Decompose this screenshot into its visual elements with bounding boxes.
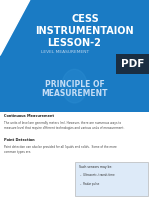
Text: INSTRUMENTAION: INSTRUMENTAION xyxy=(36,26,134,36)
Text: LESSON-2: LESSON-2 xyxy=(48,38,101,48)
Text: Point Detection: Point Detection xyxy=(4,138,35,142)
Text: –  Ultrasonic, transit-time: – Ultrasonic, transit-time xyxy=(80,173,115,177)
Text: PDF: PDF xyxy=(121,59,144,69)
Text: MEASUREMENT: MEASUREMENT xyxy=(41,89,108,98)
FancyBboxPatch shape xyxy=(74,162,148,196)
FancyBboxPatch shape xyxy=(0,0,149,112)
Circle shape xyxy=(62,69,87,103)
Text: The units of level are generally meters (m). However, there are numerous ways to: The units of level are generally meters … xyxy=(4,121,125,130)
FancyBboxPatch shape xyxy=(116,54,149,74)
Polygon shape xyxy=(0,0,30,55)
Text: Point detection can also be provided for all liquids and solids.  Some of the mo: Point detection can also be provided for… xyxy=(4,145,117,154)
Text: CESS: CESS xyxy=(71,14,99,24)
Text: –  Radar pulse: – Radar pulse xyxy=(80,182,100,186)
FancyBboxPatch shape xyxy=(0,112,149,198)
Text: Such sensors may be:: Such sensors may be: xyxy=(79,165,112,169)
Text: PRINCIPLE OF: PRINCIPLE OF xyxy=(45,80,104,89)
Text: LEVEL MEASUREMENT: LEVEL MEASUREMENT xyxy=(42,50,90,54)
Text: Continuous Measurement: Continuous Measurement xyxy=(4,114,55,118)
